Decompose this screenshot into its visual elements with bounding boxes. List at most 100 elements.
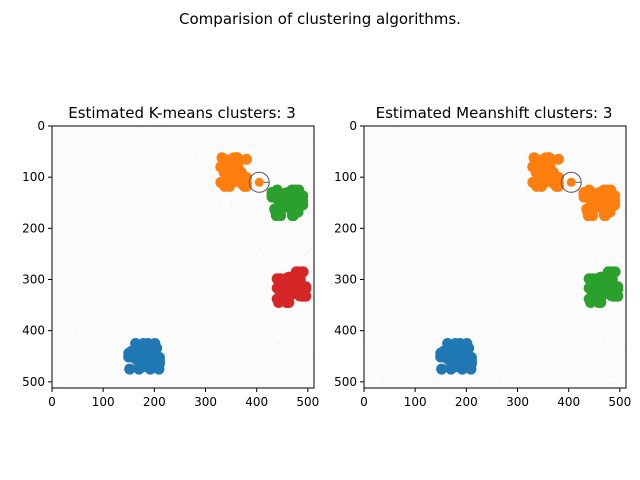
meanshift-image-speck (378, 293, 380, 295)
kmeans-image-speck (77, 310, 79, 312)
kmeans-image-speck (145, 266, 147, 268)
meanshift-image-speck (431, 293, 433, 295)
kmeans-image-speck (163, 375, 165, 377)
meanshift-image-speck (479, 204, 481, 206)
meanshift-image-speck (595, 178, 597, 180)
meanshift-image-speck (372, 314, 374, 315)
meanshift-image-speck (464, 188, 466, 190)
kmeans-image-speck (143, 165, 145, 167)
meanshift-image-speck (470, 242, 472, 244)
kmeans-image-speck (256, 188, 258, 190)
meanshift-point (548, 169, 560, 181)
kmeans-image-speck (277, 343, 279, 345)
meanshift-point (552, 153, 564, 165)
meanshift-image-speck (542, 211, 544, 213)
kmeans-point (274, 290, 286, 302)
meanshift-image-speck (367, 150, 369, 152)
meanshift-image-speck (389, 331, 391, 333)
kmeans-image-speck (192, 379, 194, 381)
meanshift-image-speck (497, 329, 499, 331)
kmeans-image-speck (167, 138, 169, 140)
kmeans-image-speck (309, 303, 311, 305)
meanshift-image-speck (519, 256, 521, 258)
meanshift-image-speck (505, 210, 507, 212)
kmeans-image-speck (92, 272, 94, 274)
meanshift-image-speck (561, 314, 563, 316)
kmeans-image-speck (195, 154, 197, 156)
meanshift-point (463, 342, 475, 354)
meanshift-image-speck (622, 257, 624, 259)
meanshift-point (586, 290, 598, 302)
meanshift-image-speck (624, 349, 626, 351)
meanshift-point (583, 191, 595, 203)
kmeans-image-speck (64, 348, 66, 350)
meanshift-xtick-label: 300 (506, 395, 529, 409)
meanshift-image-speck (485, 216, 487, 218)
meanshift-image-speck (598, 337, 600, 339)
meanshift-image-speck (488, 255, 490, 257)
kmeans-image-speck (96, 371, 98, 373)
meanshift-image-speck (538, 265, 540, 267)
kmeans-xtick-label: 100 (92, 395, 115, 409)
kmeans-image-speck (172, 203, 174, 205)
kmeans-image-speck (306, 331, 308, 333)
kmeans-image-speck (281, 268, 283, 269)
subplot-meanshift: Estimated Meanshift clusters: 3 0 100 200 3… (334, 104, 631, 409)
kmeans-image-speck (96, 164, 98, 166)
kmeans-image-speck (292, 368, 294, 370)
kmeans-image-speck (284, 240, 286, 242)
kmeans-image-speck (230, 202, 232, 203)
meanshift-image-speck (405, 188, 407, 190)
kmeans-image-speck (286, 216, 288, 218)
meanshift-image-speck (563, 220, 565, 222)
kmeans-image-speck (196, 274, 198, 276)
meanshift-image-speck (372, 168, 374, 170)
kmeans-image-speck (231, 199, 232, 201)
meanshift-xtick-label: 400 (557, 395, 580, 409)
kmeans-image-speck (106, 159, 108, 161)
kmeans-image-speck (312, 352, 314, 354)
kmeans-image-speck (307, 252, 309, 254)
meanshift-xtick-label: 0 (360, 395, 368, 409)
meanshift-image-speck (388, 274, 390, 276)
kmeans-image-speck (63, 364, 65, 366)
meanshift-image-speck (571, 260, 573, 262)
kmeans-image-speck (224, 289, 226, 291)
kmeans-xtick-label: 200 (143, 395, 166, 409)
meanshift-axes-frame (363, 125, 627, 389)
kmeans-image-speck (81, 158, 83, 160)
kmeans-image-speck (76, 331, 77, 332)
kmeans-image-speck (283, 221, 285, 223)
kmeans-image-speck (158, 329, 160, 331)
meanshift-image-speck (396, 372, 398, 374)
meanshift-point (538, 177, 550, 189)
kmeans-image-speck (150, 166, 152, 168)
meanshift-point (595, 271, 607, 283)
kmeans-image-speck (288, 165, 290, 167)
kmeans-point (226, 157, 238, 169)
meanshift-image-speck (452, 268, 454, 270)
kmeans-image-speck (68, 268, 70, 270)
kmeans-image-speck (230, 204, 232, 206)
kmeans-image-speck (82, 156, 84, 158)
kmeans-image-speck (202, 147, 204, 149)
meanshift-image-speck (594, 259, 596, 261)
meanshift-image-speck (491, 142, 493, 144)
kmeans-image-speck (88, 151, 90, 153)
kmeans-image-speck (308, 173, 310, 175)
meanshift-image-speck (541, 327, 543, 329)
kmeans-image-speck (164, 377, 165, 379)
kmeans-annotation-point (254, 177, 264, 187)
kmeans-axes-frame (51, 125, 315, 389)
meanshift-image-speck (491, 311, 493, 313)
kmeans-image-speck (117, 291, 119, 293)
kmeans-image-speck (194, 343, 196, 345)
kmeans-image-speck (178, 149, 180, 151)
meanshift-point (597, 203, 609, 215)
kmeans-image-speck (101, 222, 103, 224)
kmeans-image-speck (277, 341, 279, 343)
meanshift-image-speck (479, 347, 481, 349)
meanshift-image-speck (477, 245, 479, 247)
kmeans-image-speck (172, 161, 174, 163)
